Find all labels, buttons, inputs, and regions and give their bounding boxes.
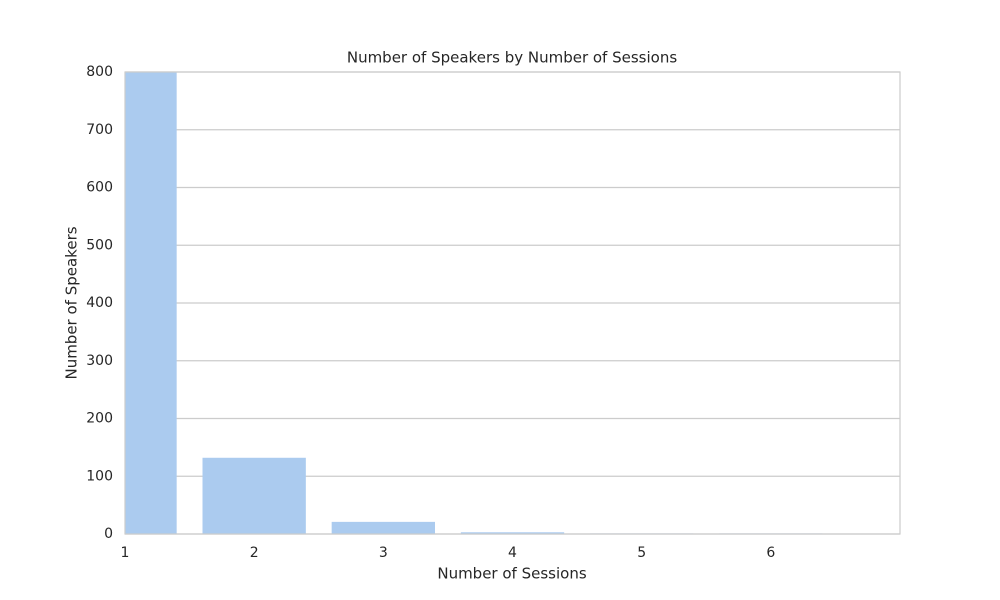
y-tick-label: 600 (86, 180, 113, 196)
y-tick-label: 800 (86, 64, 113, 80)
y-axis-label: Number of Speakers (63, 226, 81, 379)
x-tick-label: 4 (508, 545, 517, 561)
x-tick-label: 6 (766, 545, 775, 561)
chart-title: Number of Speakers by Number of Sessions (347, 49, 677, 67)
x-tick-label: 3 (379, 545, 388, 561)
y-tick-label: 400 (86, 295, 113, 311)
bars (125, 72, 823, 534)
plot-frame (124, 71, 901, 535)
bar (460, 532, 565, 534)
bar (125, 72, 177, 534)
bar (202, 457, 306, 534)
x-tick-label: 2 (250, 545, 259, 561)
x-tick-label: 1 (121, 545, 130, 561)
bar (331, 521, 435, 534)
x-axis-label: Number of Sessions (437, 565, 586, 583)
x-tick-label: 5 (637, 545, 646, 561)
y-tick-label: 300 (86, 353, 113, 369)
y-tick-label: 700 (86, 122, 113, 138)
y-tick-label: 500 (86, 237, 113, 253)
y-tick-label: 0 (104, 526, 113, 542)
y-tick-label: 100 (86, 468, 113, 484)
y-tick-label: 200 (86, 411, 113, 427)
